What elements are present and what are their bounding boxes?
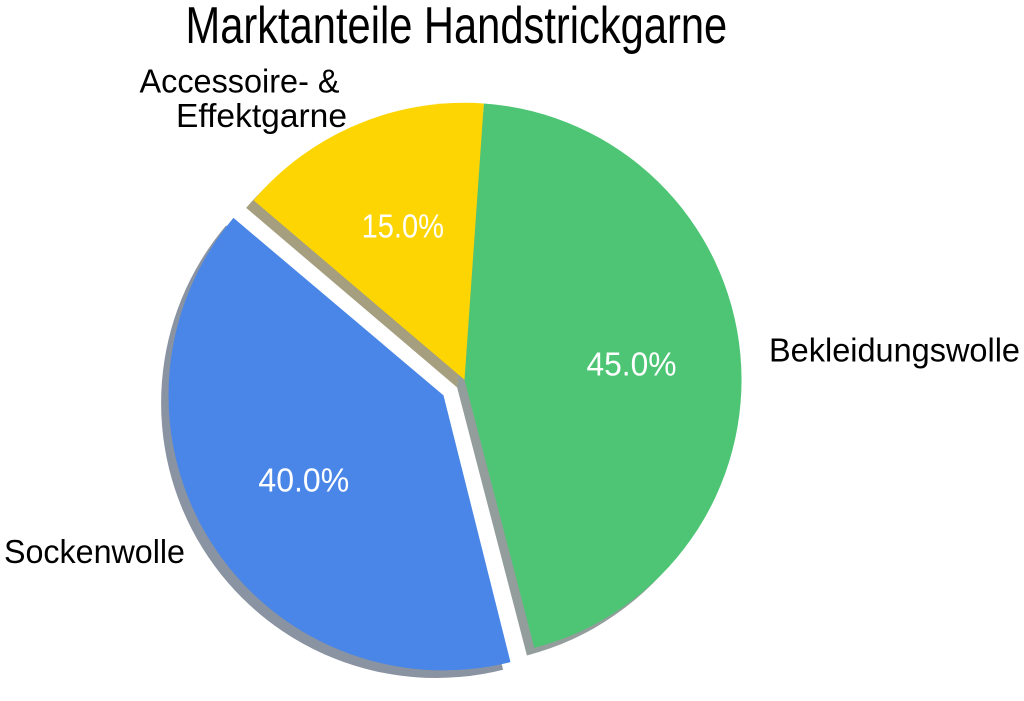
svg-text:Marktanteile Handstrickgarne: Marktanteile Handstrickgarne: [186, 0, 728, 55]
svg-text:15.0%: 15.0%: [362, 208, 444, 245]
svg-text:Effektgarne: Effektgarne: [176, 97, 347, 134]
svg-text:Sockenwolle: Sockenwolle: [4, 533, 185, 570]
svg-text:40.0%: 40.0%: [258, 461, 349, 498]
svg-text:Bekleidungswolle: Bekleidungswolle: [769, 332, 1020, 369]
svg-text:45.0%: 45.0%: [587, 346, 677, 383]
svg-text:Accessoire- &: Accessoire- &: [140, 63, 340, 100]
